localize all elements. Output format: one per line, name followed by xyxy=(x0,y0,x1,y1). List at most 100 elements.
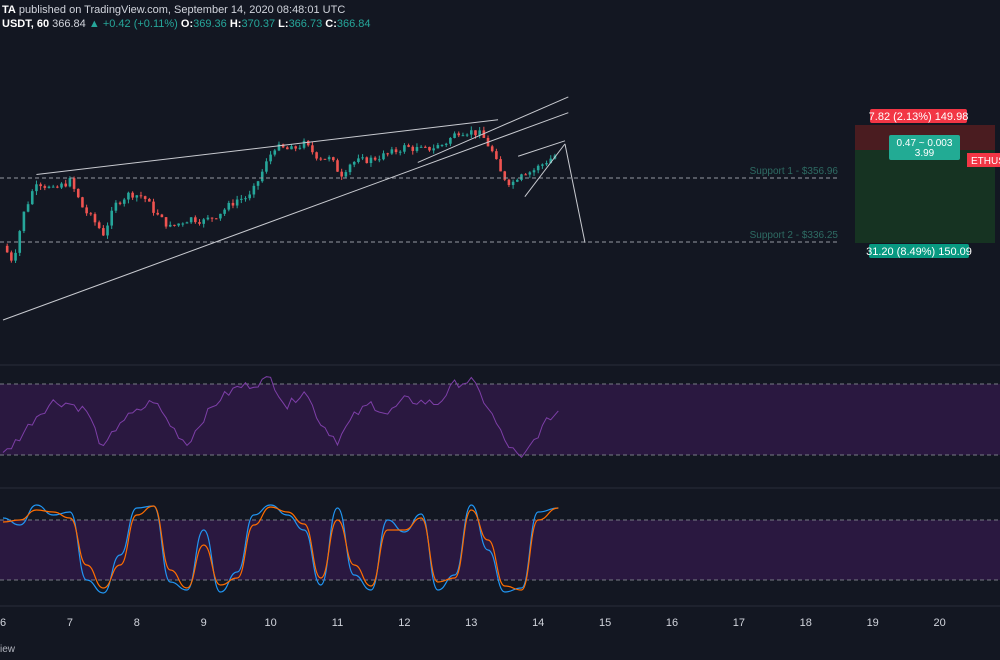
candle-body xyxy=(89,213,93,215)
candle-body xyxy=(394,149,398,153)
candle-body xyxy=(490,146,494,152)
candle-body xyxy=(378,159,381,161)
candle-body xyxy=(231,202,235,206)
trendline-upper xyxy=(36,119,499,175)
candle-body xyxy=(478,130,481,136)
low-value: 366.73 xyxy=(288,18,323,30)
candle-body xyxy=(47,186,51,188)
grid xyxy=(0,364,1000,607)
candle-body xyxy=(265,161,268,172)
candle-body xyxy=(511,181,515,186)
candle-body xyxy=(102,228,105,236)
price-change: +0.42 (+0.11%) xyxy=(102,18,178,30)
candle-body xyxy=(30,191,34,205)
candle-body xyxy=(76,188,80,198)
trendline-lower xyxy=(2,112,569,321)
candle-body xyxy=(411,146,415,151)
candle-body xyxy=(122,199,126,204)
candle-body xyxy=(348,164,352,173)
x-tick-label: 16 xyxy=(666,617,678,629)
flag-lower xyxy=(524,143,566,198)
x-tick-label: 8 xyxy=(134,617,140,629)
candle-body xyxy=(26,204,30,212)
x-tick-label: 9 xyxy=(201,617,207,629)
candle-body xyxy=(499,159,502,172)
x-tick-label: 19 xyxy=(867,617,879,629)
candle-body xyxy=(194,217,197,223)
candle-body xyxy=(227,202,231,210)
last-price: 366.84 xyxy=(52,18,86,30)
candle-body xyxy=(5,245,9,253)
price-pane: Support 1 - $356.96 Support 2 - $336.25 7.… xyxy=(0,96,1000,321)
candle-body xyxy=(156,212,160,215)
price-tag-label: ETHUS xyxy=(971,156,1000,167)
candle-body xyxy=(248,194,251,199)
candle-body xyxy=(281,144,285,148)
candle-body xyxy=(298,147,302,149)
candle-body xyxy=(520,174,523,180)
candle-body xyxy=(10,252,13,261)
candle-body xyxy=(403,145,406,152)
candle-body xyxy=(14,252,17,261)
support-label: Support 2 - $336.25 xyxy=(750,230,839,241)
stoch-band xyxy=(0,520,1000,580)
candle-body xyxy=(444,143,448,145)
stop-label-box xyxy=(870,109,967,123)
candle-body xyxy=(361,157,364,159)
rsi-pane xyxy=(0,376,1000,459)
low-label: L: xyxy=(278,18,289,30)
candle-body xyxy=(294,146,297,149)
open-label: O: xyxy=(180,18,194,30)
candle-body xyxy=(60,183,63,188)
publish-info: published on TradingView.com, September … xyxy=(18,4,346,16)
candle-body xyxy=(545,163,548,165)
candle-body xyxy=(139,195,143,197)
footer-text: iew xyxy=(0,644,16,655)
candle-body xyxy=(223,209,226,214)
candle-body xyxy=(536,165,540,171)
candle-body xyxy=(81,197,84,208)
x-tick-label: 6 xyxy=(0,617,6,629)
candle-body xyxy=(85,207,88,214)
candle-body xyxy=(311,145,314,153)
chart-header: TA published on TradingView.com, Septemb… xyxy=(0,0,1000,34)
trendline-channel xyxy=(417,96,569,163)
x-tick-label: 18 xyxy=(800,617,812,629)
support-label: Support 1 - $356.96 xyxy=(750,166,839,177)
candle-body xyxy=(532,170,536,173)
candle-body xyxy=(327,157,331,160)
candle-body xyxy=(495,151,498,160)
candle-body xyxy=(273,150,277,155)
candle-body xyxy=(214,218,218,220)
symbol-label: USDT, 60 xyxy=(2,18,50,30)
candle-body xyxy=(269,154,272,162)
candle-body xyxy=(97,222,101,229)
candle-body xyxy=(407,145,410,147)
candle-body xyxy=(302,140,306,148)
candle-body xyxy=(152,201,155,213)
price-tag-box xyxy=(967,153,1000,167)
candle-body xyxy=(160,214,164,218)
candle-body xyxy=(457,133,461,136)
candle-body xyxy=(382,153,385,160)
candle-body xyxy=(340,171,343,177)
candle-body xyxy=(22,211,26,232)
candle-body xyxy=(503,171,507,180)
candle-body xyxy=(148,198,151,202)
close-value: 366.84 xyxy=(336,18,371,30)
candle-body xyxy=(373,157,377,160)
candle-body xyxy=(43,186,47,188)
x-tick-label: 15 xyxy=(599,617,611,629)
candle-body xyxy=(198,222,201,224)
stoch-d-line xyxy=(2,505,559,591)
candle-body xyxy=(39,184,42,187)
time-axis: 6 7 8 9 10 11 12 13 14 15 16 17 18 19 20 xyxy=(0,617,946,629)
candle-body xyxy=(106,225,109,236)
candle-body xyxy=(415,147,419,151)
candle-body xyxy=(64,183,68,187)
x-tick-label: 20 xyxy=(933,617,945,629)
candle-body xyxy=(164,217,168,227)
candle-body xyxy=(93,214,97,223)
